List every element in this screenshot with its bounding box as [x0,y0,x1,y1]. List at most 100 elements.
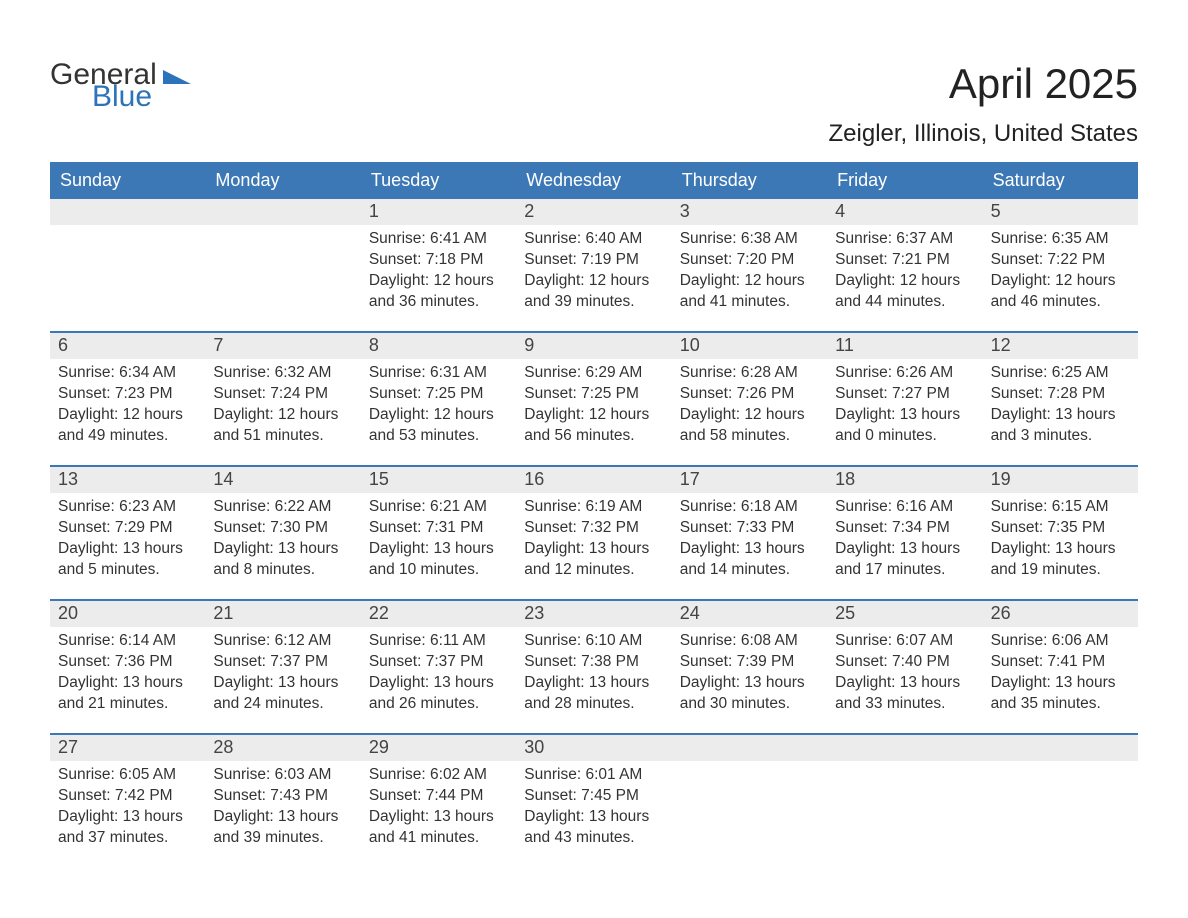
sunset-text: Sunset: 7:18 PM [369,250,508,271]
week-row: 1Sunrise: 6:41 AMSunset: 7:18 PMDaylight… [50,199,1138,317]
weekday-label: Sunday [50,162,205,199]
sunrise-text: Sunrise: 6:32 AM [213,363,352,384]
daylight-text-1: Daylight: 13 hours [213,807,352,828]
calendar-cell: 2Sunrise: 6:40 AMSunset: 7:19 PMDaylight… [516,199,671,317]
sunset-text: Sunset: 7:28 PM [991,384,1130,405]
date-number: 27 [50,735,205,761]
daylight-text-1: Daylight: 13 hours [835,405,974,426]
calendar: Sunday Monday Tuesday Wednesday Thursday… [50,162,1138,853]
sunset-text: Sunset: 7:37 PM [213,652,352,673]
sunrise-text: Sunrise: 6:23 AM [58,497,197,518]
daylight-text-1: Daylight: 13 hours [524,673,663,694]
daylight-text-1: Daylight: 12 hours [524,271,663,292]
date-number: 14 [205,467,360,493]
weekday-label: Saturday [983,162,1138,199]
calendar-cell: 10Sunrise: 6:28 AMSunset: 7:26 PMDayligh… [672,333,827,451]
daylight-text-2: and 58 minutes. [680,426,819,447]
cell-body: Sunrise: 6:40 AMSunset: 7:19 PMDaylight:… [516,225,671,315]
calendar-cell: 4Sunrise: 6:37 AMSunset: 7:21 PMDaylight… [827,199,982,317]
daylight-text-1: Daylight: 13 hours [369,673,508,694]
daylight-text-2: and 51 minutes. [213,426,352,447]
daylight-text-2: and 39 minutes. [524,292,663,313]
cell-body: Sunrise: 6:07 AMSunset: 7:40 PMDaylight:… [827,627,982,717]
date-number: 16 [516,467,671,493]
calendar-cell: 26Sunrise: 6:06 AMSunset: 7:41 PMDayligh… [983,601,1138,719]
daylight-text-2: and 46 minutes. [991,292,1130,313]
sunrise-text: Sunrise: 6:07 AM [835,631,974,652]
calendar-cell: 7Sunrise: 6:32 AMSunset: 7:24 PMDaylight… [205,333,360,451]
header: General Blue April 2025 [50,60,1138,112]
date-number: 5 [983,199,1138,225]
sunset-text: Sunset: 7:26 PM [680,384,819,405]
daylight-text-1: Daylight: 13 hours [213,539,352,560]
daylight-text-1: Daylight: 13 hours [524,807,663,828]
cell-body: Sunrise: 6:34 AMSunset: 7:23 PMDaylight:… [50,359,205,449]
sunset-text: Sunset: 7:36 PM [58,652,197,673]
daylight-text-1: Daylight: 12 hours [369,271,508,292]
daylight-text-1: Daylight: 13 hours [680,673,819,694]
sunrise-text: Sunrise: 6:38 AM [680,229,819,250]
sunrise-text: Sunrise: 6:37 AM [835,229,974,250]
sunrise-text: Sunrise: 6:15 AM [991,497,1130,518]
calendar-cell: 8Sunrise: 6:31 AMSunset: 7:25 PMDaylight… [361,333,516,451]
cell-body [205,225,360,231]
logo: General Blue [50,60,191,112]
daylight-text-1: Daylight: 13 hours [369,539,508,560]
daylight-text-1: Daylight: 12 hours [369,405,508,426]
date-number: 1 [361,199,516,225]
daylight-text-2: and 14 minutes. [680,560,819,581]
sunrise-text: Sunrise: 6:18 AM [680,497,819,518]
daylight-text-1: Daylight: 13 hours [835,673,974,694]
date-number [827,735,982,761]
calendar-cell: 19Sunrise: 6:15 AMSunset: 7:35 PMDayligh… [983,467,1138,585]
date-number: 20 [50,601,205,627]
daylight-text-2: and 30 minutes. [680,694,819,715]
cell-body: Sunrise: 6:02 AMSunset: 7:44 PMDaylight:… [361,761,516,851]
week-row: 27Sunrise: 6:05 AMSunset: 7:42 PMDayligh… [50,733,1138,853]
cell-body: Sunrise: 6:12 AMSunset: 7:37 PMDaylight:… [205,627,360,717]
daylight-text-2: and 39 minutes. [213,828,352,849]
sunset-text: Sunset: 7:45 PM [524,786,663,807]
sunset-text: Sunset: 7:44 PM [369,786,508,807]
cell-body: Sunrise: 6:22 AMSunset: 7:30 PMDaylight:… [205,493,360,583]
sunset-text: Sunset: 7:20 PM [680,250,819,271]
weekday-header: Sunday Monday Tuesday Wednesday Thursday… [50,162,1138,199]
sunset-text: Sunset: 7:39 PM [680,652,819,673]
calendar-cell: 17Sunrise: 6:18 AMSunset: 7:33 PMDayligh… [672,467,827,585]
daylight-text-2: and 53 minutes. [369,426,508,447]
daylight-text-1: Daylight: 13 hours [524,539,663,560]
cell-body: Sunrise: 6:29 AMSunset: 7:25 PMDaylight:… [516,359,671,449]
calendar-cell: 1Sunrise: 6:41 AMSunset: 7:18 PMDaylight… [361,199,516,317]
calendar-cell: 16Sunrise: 6:19 AMSunset: 7:32 PMDayligh… [516,467,671,585]
daylight-text-2: and 44 minutes. [835,292,974,313]
calendar-cell [50,199,205,317]
date-number: 3 [672,199,827,225]
cell-body: Sunrise: 6:14 AMSunset: 7:36 PMDaylight:… [50,627,205,717]
sunset-text: Sunset: 7:40 PM [835,652,974,673]
daylight-text-2: and 28 minutes. [524,694,663,715]
sunset-text: Sunset: 7:31 PM [369,518,508,539]
cell-body: Sunrise: 6:31 AMSunset: 7:25 PMDaylight:… [361,359,516,449]
daylight-text-1: Daylight: 12 hours [680,271,819,292]
sunset-text: Sunset: 7:38 PM [524,652,663,673]
weekday-label: Monday [205,162,360,199]
date-number: 4 [827,199,982,225]
sunset-text: Sunset: 7:32 PM [524,518,663,539]
daylight-text-1: Daylight: 13 hours [991,405,1130,426]
sunrise-text: Sunrise: 6:16 AM [835,497,974,518]
calendar-cell: 27Sunrise: 6:05 AMSunset: 7:42 PMDayligh… [50,735,205,853]
page-subtitle: Zeigler, Illinois, United States [50,120,1138,148]
date-number: 30 [516,735,671,761]
daylight-text-2: and 43 minutes. [524,828,663,849]
calendar-cell: 9Sunrise: 6:29 AMSunset: 7:25 PMDaylight… [516,333,671,451]
cell-body: Sunrise: 6:18 AMSunset: 7:33 PMDaylight:… [672,493,827,583]
date-number [205,199,360,225]
sunset-text: Sunset: 7:22 PM [991,250,1130,271]
sunrise-text: Sunrise: 6:34 AM [58,363,197,384]
sunset-text: Sunset: 7:43 PM [213,786,352,807]
daylight-text-1: Daylight: 12 hours [58,405,197,426]
sunrise-text: Sunrise: 6:14 AM [58,631,197,652]
sunrise-text: Sunrise: 6:26 AM [835,363,974,384]
cell-body [827,761,982,767]
cell-body: Sunrise: 6:26 AMSunset: 7:27 PMDaylight:… [827,359,982,449]
